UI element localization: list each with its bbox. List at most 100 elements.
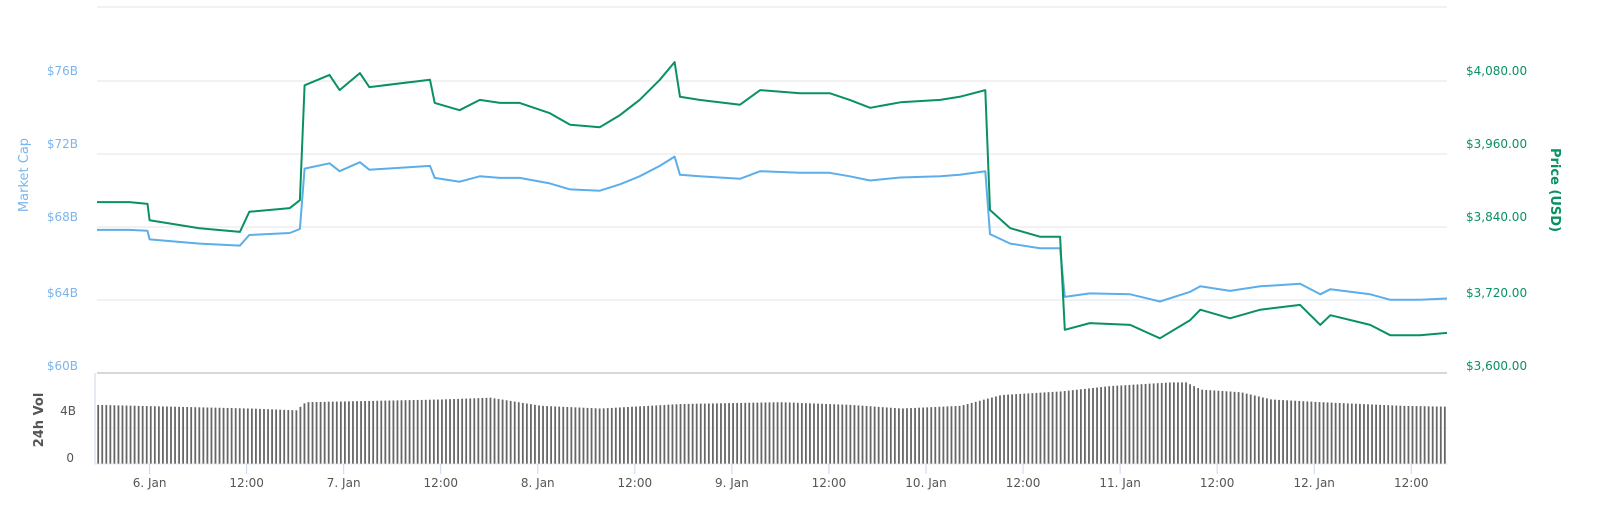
volume-bar bbox=[242, 407, 246, 465]
volume-bar bbox=[177, 406, 181, 465]
volume-bar bbox=[569, 406, 573, 465]
volume-bar bbox=[978, 400, 982, 465]
volume-bar bbox=[966, 403, 970, 465]
volume-bar bbox=[1301, 400, 1305, 465]
volume-bar bbox=[238, 407, 242, 465]
volume-bar bbox=[497, 398, 501, 465]
volume-bar bbox=[278, 409, 282, 465]
volume-bar bbox=[557, 406, 561, 465]
volume-bar bbox=[399, 399, 403, 465]
volume-bar bbox=[226, 407, 230, 465]
volume-bar bbox=[909, 407, 913, 465]
volume-bar bbox=[282, 409, 286, 465]
volume-bar bbox=[581, 407, 585, 465]
volume-bar bbox=[201, 406, 205, 465]
volume-bar bbox=[1067, 389, 1071, 465]
volume-bar bbox=[1370, 403, 1374, 465]
volume-bar bbox=[828, 403, 832, 465]
volume-tick-label: 0 bbox=[66, 451, 74, 465]
volume-bar bbox=[323, 401, 327, 465]
volume-bar bbox=[666, 404, 670, 465]
volume-bar bbox=[638, 405, 642, 465]
volume-bar bbox=[529, 403, 533, 465]
volume-bar bbox=[1406, 405, 1410, 465]
volume-bar bbox=[513, 400, 517, 465]
left-tick-label: $60B bbox=[47, 359, 78, 373]
volume-bar bbox=[1152, 382, 1156, 465]
volume-bar bbox=[1200, 389, 1204, 465]
volume-bar bbox=[1419, 405, 1423, 465]
volume-bar bbox=[420, 399, 424, 465]
volume-bar bbox=[1002, 394, 1006, 465]
volume-bar bbox=[1184, 381, 1188, 465]
volume-bar bbox=[719, 402, 723, 465]
volume-bar bbox=[327, 401, 331, 465]
volume-bar bbox=[137, 405, 141, 465]
x-tick-label: 6. Jan bbox=[133, 476, 167, 490]
volume-bar bbox=[929, 406, 933, 465]
x-tick-label: 10. Jan bbox=[905, 476, 946, 490]
volume-bar bbox=[1342, 402, 1346, 465]
volume-bar bbox=[1083, 388, 1087, 465]
volume-bar bbox=[274, 408, 278, 465]
volume-bar bbox=[541, 405, 545, 465]
volume-bar bbox=[395, 399, 399, 465]
volume-bar bbox=[901, 407, 905, 465]
volume-bar bbox=[1172, 381, 1176, 465]
volume-bar bbox=[889, 407, 893, 465]
volume-bar bbox=[743, 402, 747, 465]
volume-bar bbox=[586, 407, 590, 465]
volume-bar bbox=[1241, 392, 1245, 465]
volume-bar bbox=[658, 404, 662, 465]
volume-bar bbox=[1229, 390, 1233, 465]
volume-bar bbox=[561, 406, 565, 465]
right-axis-title: Price (USD) bbox=[1547, 148, 1562, 232]
volume-bar bbox=[982, 399, 986, 465]
volume-bar bbox=[1140, 383, 1144, 465]
volume-bar bbox=[602, 407, 606, 465]
volume-bar bbox=[100, 404, 104, 465]
volume-bar bbox=[1253, 394, 1257, 465]
volume-bar bbox=[408, 399, 412, 465]
volume-bar bbox=[1059, 390, 1063, 465]
volume-bar bbox=[436, 398, 440, 465]
volume-bar bbox=[1148, 383, 1152, 465]
volume-bar bbox=[990, 396, 994, 465]
volume-bar bbox=[727, 402, 731, 465]
volume-bar bbox=[933, 406, 937, 465]
volume-bar bbox=[1378, 404, 1382, 465]
volume-bar bbox=[96, 404, 100, 465]
volume-bar bbox=[885, 406, 889, 465]
volume-bar bbox=[311, 401, 315, 465]
volume-bar bbox=[598, 407, 602, 465]
volume-bar bbox=[1034, 392, 1038, 465]
volume-bar bbox=[836, 403, 840, 465]
volume-bar bbox=[1079, 388, 1083, 465]
left-tick-label: $68B bbox=[47, 210, 78, 224]
volume-bar bbox=[1443, 406, 1447, 465]
volume-bar bbox=[545, 405, 549, 465]
volume-bar bbox=[1042, 391, 1046, 465]
volume-bar bbox=[792, 402, 796, 465]
volume-bar bbox=[893, 407, 897, 465]
x-tick-label: 12:00 bbox=[1006, 476, 1041, 490]
volume-bar bbox=[848, 404, 852, 465]
volume-bar bbox=[1220, 390, 1224, 465]
volume-bar bbox=[440, 398, 444, 465]
volume-bar bbox=[590, 407, 594, 465]
volume-bar bbox=[209, 406, 213, 465]
volume-bar bbox=[687, 403, 691, 465]
volume-bar bbox=[339, 400, 343, 465]
volume-bar bbox=[371, 400, 375, 465]
volume-bar bbox=[246, 407, 250, 465]
volume-bar bbox=[739, 402, 743, 465]
volume-bar bbox=[218, 407, 222, 465]
volume-bar bbox=[1115, 385, 1119, 465]
volume-bar bbox=[464, 397, 468, 465]
volume-bar bbox=[1176, 381, 1180, 465]
volume-bar bbox=[294, 409, 298, 465]
volume-bar bbox=[1224, 390, 1228, 465]
volume-bar bbox=[1390, 404, 1394, 465]
volume-bar bbox=[820, 403, 824, 465]
right-tick-label: $3,960.00 bbox=[1466, 137, 1527, 151]
